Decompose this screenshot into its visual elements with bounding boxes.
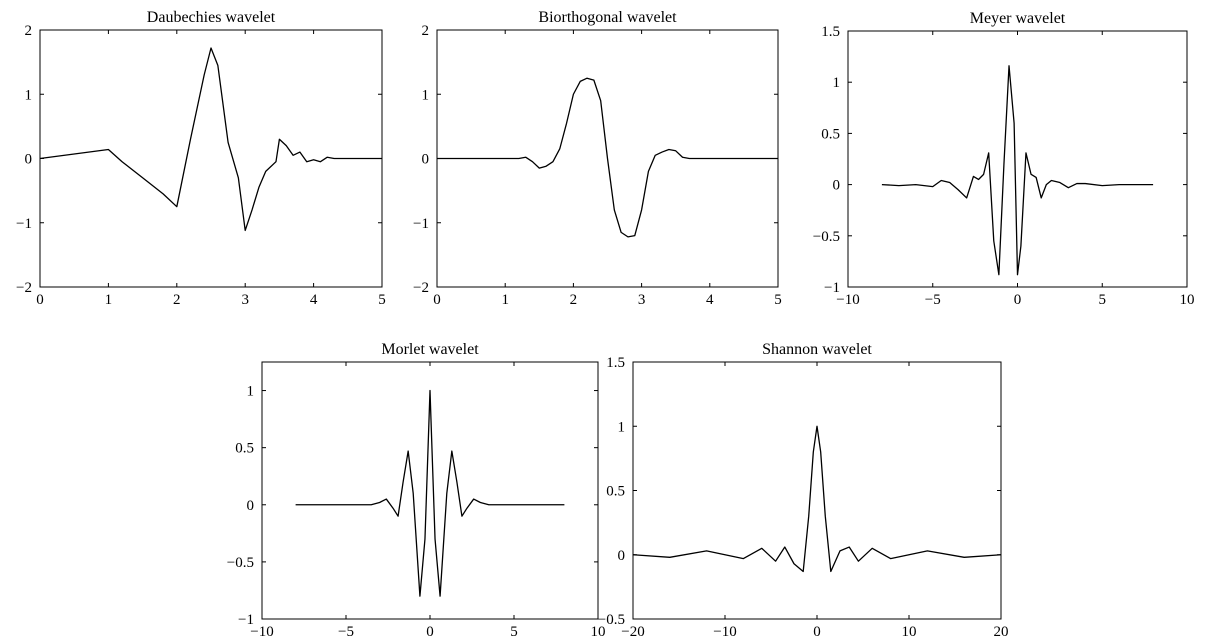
x-tick-label: 5 [510,624,518,640]
y-tick-label: 0 [25,152,33,168]
y-tick-label: 0 [833,178,841,194]
panel-title: Shannon wavelet [762,341,872,358]
wavelet-curve [295,389,565,597]
wavelet-curve [881,65,1154,276]
panel-title: Morlet wavelet [381,341,479,358]
panel-title: Biorthogonal wavelet [538,9,677,26]
y-tick-label: −1 [238,612,254,628]
morlet-panel: Morlet wavelet −10 −5 0 5 10 −1 −0.5 0 0.5 1 [227,341,606,640]
x-tick-label: −20 [621,624,644,640]
y-tick-label: 2 [25,23,33,39]
x-tick-label: 20 [994,624,1009,640]
y-tick-label: 1 [422,87,430,103]
wavelet-curve [632,425,1002,573]
x-tick-label: 0 [433,292,441,308]
x-tick-label: 10 [1180,292,1195,308]
panel-title: Daubechies wavelet [147,9,276,26]
y-tick-label: 0 [618,548,626,564]
y-tick-label: 1.5 [606,355,625,371]
y-tick-label: 0.5 [235,441,254,457]
panel-title: Meyer wavelet [970,10,1066,27]
wavelet-curve [437,77,778,238]
x-tick-label: 4 [706,292,714,308]
meyer-panel: Meyer wavelet −10 −5 0 5 10 −1 −0.5 0 0.5 1 1.5 [813,10,1195,308]
y-tick-label: −1 [413,216,429,232]
x-tick-label: 0 [813,624,821,640]
y-tick-label: 0.5 [606,484,625,500]
x-tick-label: 10 [902,624,917,640]
y-tick-label: −0.5 [227,555,254,571]
y-tick-label: −0.5 [598,612,625,628]
y-tick-label: 1 [247,384,255,400]
y-tick-label: 0 [422,152,430,168]
x-tick-label: 5 [774,292,782,308]
x-tick-label: 2 [570,292,578,308]
x-tick-label: 2 [173,292,181,308]
x-tick-label: 4 [310,292,318,308]
x-tick-label: 0 [1014,292,1022,308]
x-tick-label: 3 [638,292,646,308]
y-tick-label: 2 [422,23,430,39]
x-tick-label: 5 [1099,292,1107,308]
wavelet-curve [39,47,382,232]
plot-frame [632,361,1002,620]
y-tick-label: −2 [16,280,32,296]
y-tick-label: 0.5 [821,126,840,142]
x-tick-label: 0 [426,624,434,640]
x-tick-label: 0 [36,292,44,308]
x-tick-label: 5 [378,292,386,308]
biorthogonal-panel: Biorthogonal wavelet 0 1 2 3 4 5 −2 −1 0 1 2 [413,9,782,308]
daubechies-panel: Daubechies wavelet 0 1 2 3 4 5 −2 −1 0 1 2 [16,9,386,308]
y-tick-label: 1 [25,87,33,103]
y-tick-label: −0.5 [813,229,840,245]
x-tick-label: 3 [241,292,249,308]
x-tick-label: 10 [591,624,606,640]
x-tick-label: −10 [250,624,273,640]
x-tick-label: −10 [713,624,736,640]
y-tick-label: 0 [247,498,255,514]
y-tick-label: −1 [16,216,32,232]
x-tick-label: 1 [501,292,509,308]
shannon-panel: Shannon wavelet −20 −10 0 10 20 −0.5 0 0.5 1 1.5 [598,341,1009,640]
y-tick-label: 1 [833,75,841,91]
x-tick-label: 1 [105,292,113,308]
y-tick-label: −1 [824,280,840,296]
y-tick-label: −2 [413,280,429,296]
y-tick-label: 1 [618,419,626,435]
y-tick-label: 1.5 [821,24,840,40]
x-tick-label: −10 [836,292,859,308]
x-tick-label: −5 [338,624,354,640]
x-tick-label: −5 [925,292,941,308]
